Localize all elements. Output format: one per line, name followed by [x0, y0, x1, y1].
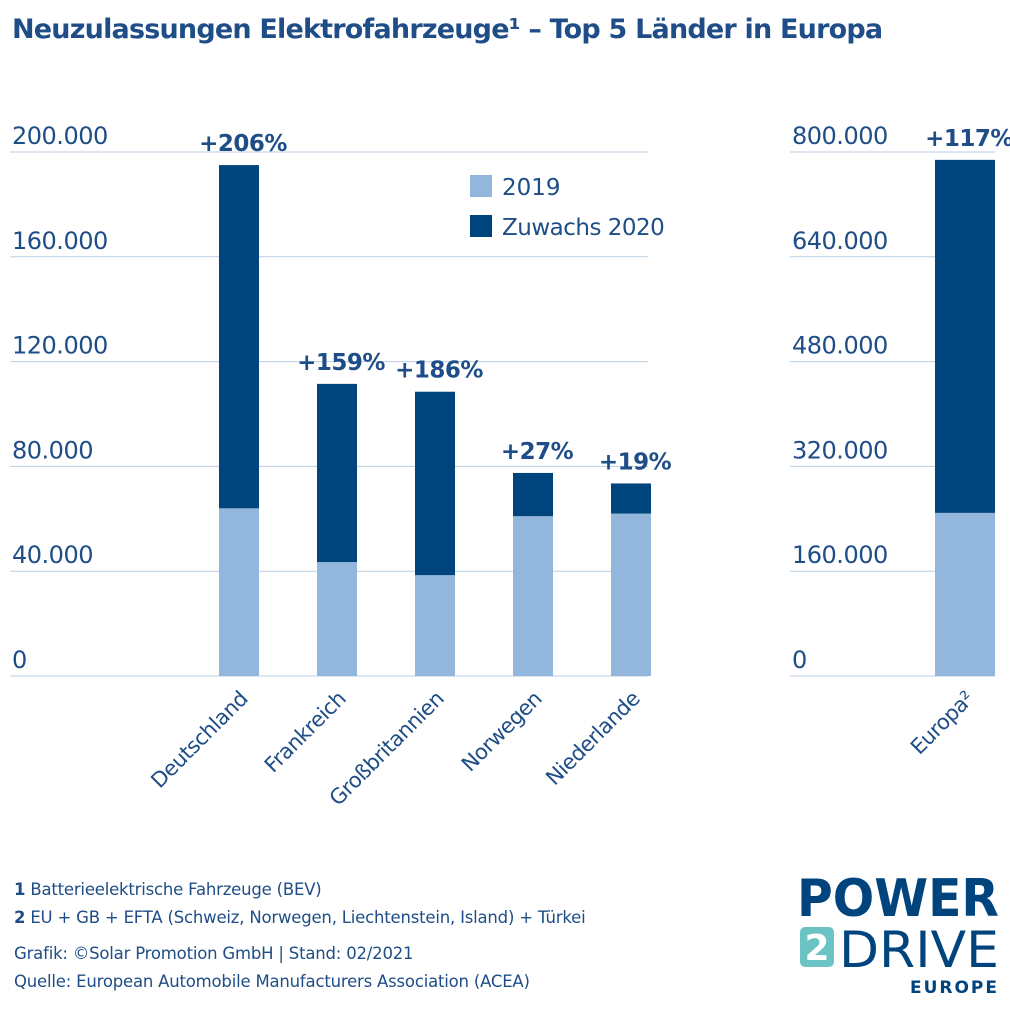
- y-tick-label: 800.000: [792, 122, 888, 150]
- data-label: +186%: [395, 358, 483, 384]
- footnote-2: 2 EU + GB + EFTA (Schweiz, Norwegen, Lie…: [14, 908, 586, 927]
- x-category-label: Frankreich: [260, 687, 351, 778]
- x-category-label: Deutschland: [146, 687, 252, 793]
- bar-2019: [219, 508, 259, 676]
- logo-drive: DRIVE: [839, 921, 999, 979]
- footnote-1-number: 1: [14, 880, 26, 899]
- footnote-1: 1 Batterieelektrische Fahrzeuge (BEV): [14, 880, 322, 899]
- footnote-1-text: Batterieelektrische Fahrzeuge (BEV): [30, 880, 322, 899]
- logo-europe: EUROPE: [910, 978, 999, 997]
- chart-area: 0 40.000 80.000 120.000 160.000 200.000 +206% D…: [10, 122, 1010, 810]
- bar-growth-2020: [935, 159, 995, 513]
- y-tick-label: 160.000: [12, 227, 108, 255]
- bar-2019: [415, 575, 455, 676]
- bar-2019: [611, 513, 651, 676]
- y-tick-label: 0: [12, 646, 27, 674]
- y-tick-label: 80.000: [12, 436, 93, 464]
- data-label: +206%: [199, 131, 287, 157]
- logo-power: POWER: [797, 872, 999, 929]
- logo-digit: 2: [804, 928, 829, 969]
- y-tick-label: 40.000: [12, 541, 93, 569]
- y-tick-label: 120.000: [12, 332, 108, 360]
- bar-growth-2020: [219, 165, 259, 509]
- logo-2-badge: [800, 927, 834, 967]
- x-category-label: Niederlande: [541, 687, 644, 790]
- y-tick-label: 480.000: [792, 332, 888, 360]
- y-tick-label: 200.000: [12, 122, 108, 150]
- chart-title: Neuzulassungen Elektrofahrzeuge¹ – Top 5…: [12, 14, 883, 45]
- power2drive-logo: POWER 2 DRIVE EUROPE: [797, 872, 999, 997]
- legend-swatch-2019: [470, 175, 492, 197]
- bar-2019: [935, 512, 995, 676]
- x-category-label: Norwegen: [457, 687, 547, 777]
- data-label: +117%: [925, 126, 1010, 152]
- legend-swatch-growth: [470, 215, 492, 237]
- bar-growth-2020: [317, 383, 357, 563]
- data-label: +159%: [297, 350, 385, 376]
- credit-text: Grafik: ©Solar Promotion GmbH | Stand: 0…: [14, 944, 414, 963]
- y-tick-label: 640.000: [792, 227, 888, 255]
- bar-growth-2020: [513, 472, 553, 517]
- bar-2019: [317, 562, 357, 676]
- legend-label-growth: Zuwachs 2020: [502, 215, 664, 241]
- y-tick-label: 320.000: [792, 436, 888, 464]
- bar-growth-2020: [611, 483, 651, 514]
- x-category-label: Europa²: [906, 687, 979, 760]
- data-label: +19%: [599, 449, 672, 475]
- data-label: +27%: [501, 439, 574, 465]
- y-tick-label: 160.000: [792, 541, 888, 569]
- source-text: Quelle: European Automobile Manufacturer…: [14, 972, 530, 991]
- footnote-2-number: 2: [14, 908, 26, 927]
- bar-growth-2020: [415, 391, 455, 576]
- y-tick-label: 0: [792, 646, 807, 674]
- footnote-2-text: EU + GB + EFTA (Schweiz, Norwegen, Liech…: [30, 908, 586, 927]
- legend-label-2019: 2019: [502, 175, 561, 201]
- bar-2019: [513, 516, 553, 676]
